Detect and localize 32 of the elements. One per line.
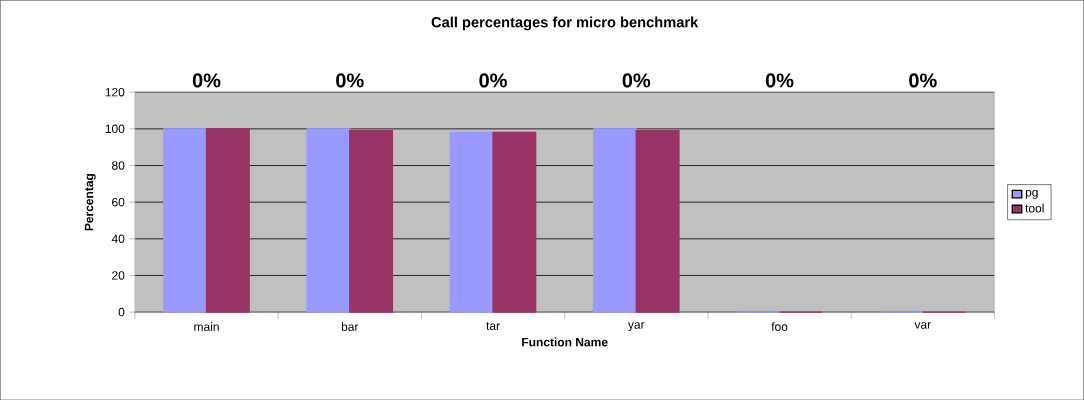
x-tick-label: var <box>914 321 931 329</box>
text: 0% <box>909 73 937 88</box>
x-tick-label: main <box>194 321 219 331</box>
text: 0% <box>479 73 507 88</box>
bar <box>635 129 680 313</box>
y-tick-label: 100 <box>105 124 125 133</box>
x-tick-label: tar <box>486 321 500 330</box>
y-tick-label: 60 <box>112 197 125 207</box>
bar <box>592 128 637 313</box>
y-tick-label: 40 <box>111 234 125 243</box>
bar <box>449 131 494 313</box>
bar <box>163 128 208 313</box>
bar <box>306 128 351 313</box>
text: 0% <box>765 73 794 88</box>
y-axis-title: Percentag <box>84 173 96 231</box>
text: 0% <box>622 73 651 88</box>
legend-label: tool <box>1025 203 1044 213</box>
y-tick-label: 20 <box>112 271 125 280</box>
legend-label: pg <box>1025 189 1038 199</box>
x-axis-title: Function Name <box>522 337 608 347</box>
y-tick-label: 80 <box>112 161 125 170</box>
y-tick-label: 0 <box>118 307 125 317</box>
x-tick-label: bar <box>341 321 359 331</box>
text: 0% <box>336 73 364 88</box>
bar <box>349 129 394 313</box>
x-tick-label: yar <box>627 321 645 331</box>
x-tick-label: foo <box>771 322 788 331</box>
bar <box>492 131 537 313</box>
y-tick-label: 120 <box>105 87 125 97</box>
text: 0% <box>192 73 221 88</box>
chart-title: Call percentages for micro benchmark <box>431 16 699 31</box>
bar <box>205 128 250 313</box>
